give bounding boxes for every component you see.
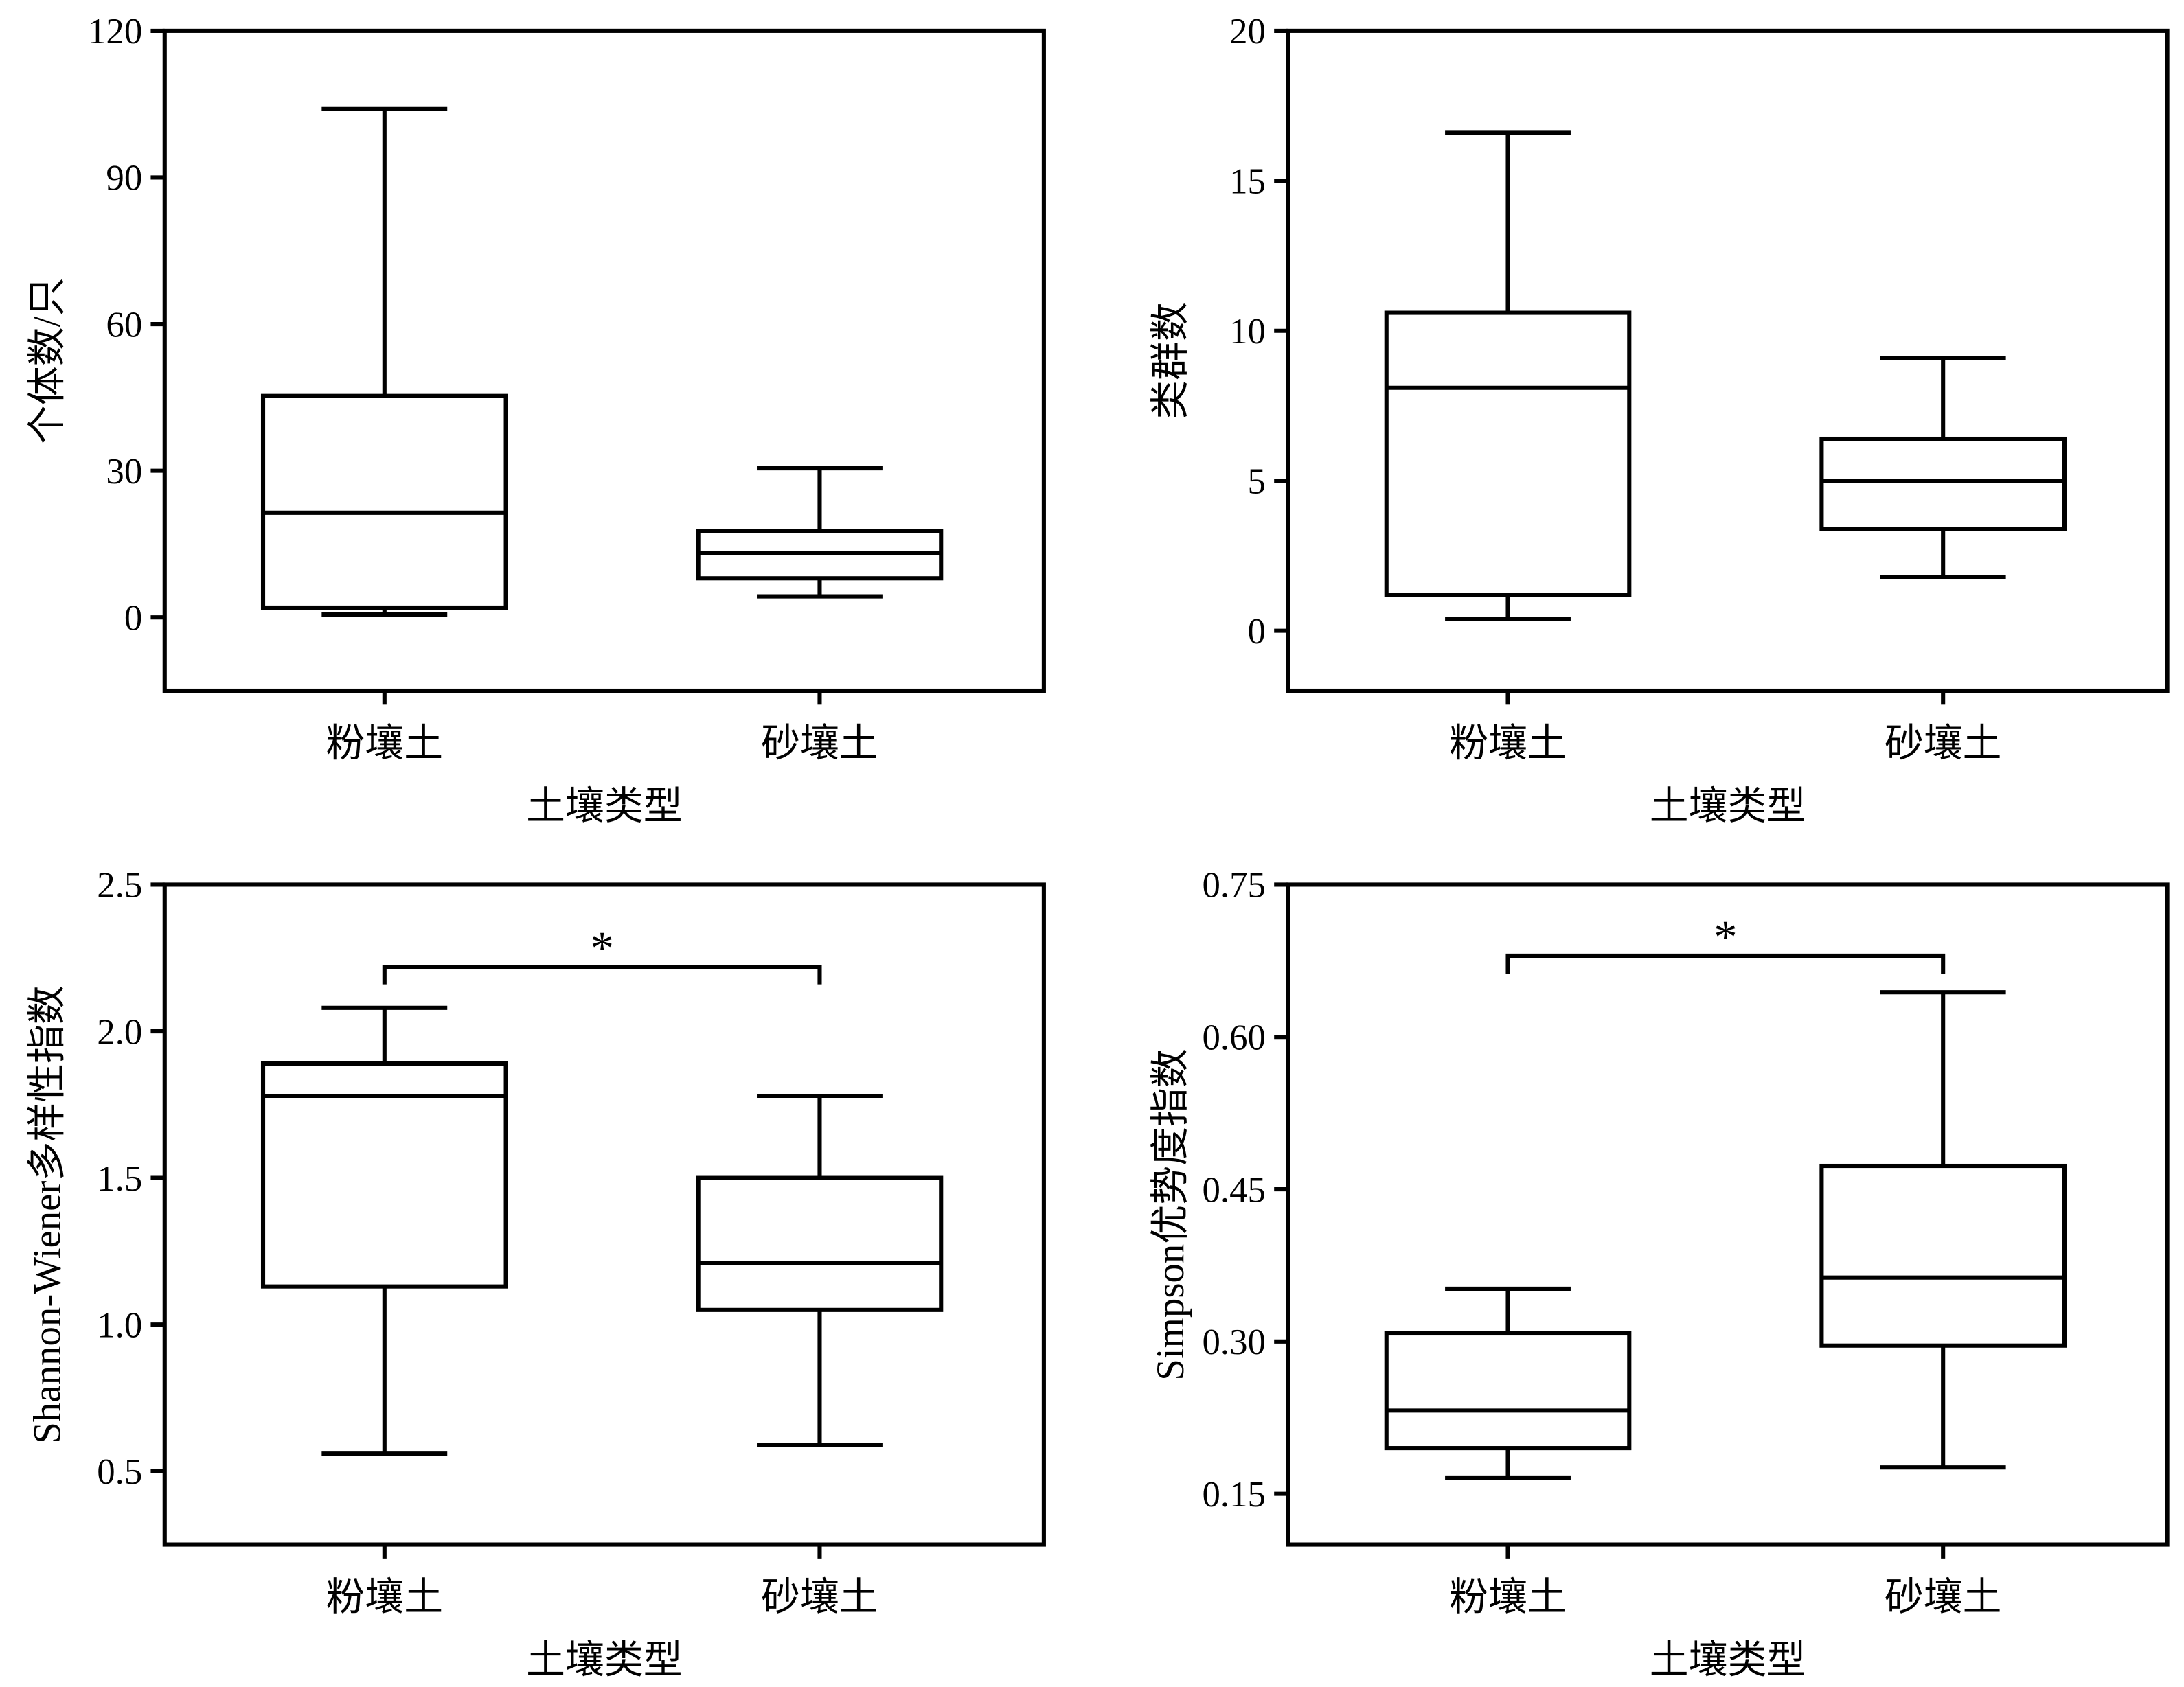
y-tick-label: 120: [88, 12, 142, 51]
iqr-box: [1384, 310, 1632, 597]
significance-bracket: [382, 964, 822, 985]
iqr-box: [260, 393, 508, 610]
x-tick-label: 粉壤土: [326, 1576, 443, 1619]
plot-frame: [162, 882, 1046, 1547]
x-tick-label: 砂壤土: [1885, 1576, 2002, 1619]
y-axis-label: Simpson优势度指数: [1149, 1048, 1192, 1381]
y-tick-label: 0.5: [97, 1452, 142, 1492]
box-2: [1819, 356, 2067, 579]
y-tick-label: 5: [1248, 461, 1266, 501]
iqr-box: [696, 1175, 944, 1312]
y-tick-label: 0.75: [1203, 866, 1266, 906]
box-1: [1384, 130, 1632, 621]
x-tick-label: 粉壤土: [1449, 1576, 1567, 1619]
y-tick-label: 0.30: [1203, 1322, 1266, 1362]
y-tick-label: 30: [106, 452, 142, 492]
significance-star: *: [590, 921, 614, 974]
y-axis-label: Shannon-Wiener多样性指数: [25, 985, 69, 1443]
x-tick-label: 粉壤土: [1449, 722, 1567, 766]
y-tick-label: 20: [1229, 12, 1266, 51]
y-tick-label: 0.60: [1203, 1018, 1266, 1058]
y-tick-label: 1.5: [97, 1159, 142, 1199]
y-tick-label: 2.5: [97, 866, 142, 906]
iqr-box: [1384, 1331, 1632, 1451]
x-axis-label: 土壤类型: [526, 1638, 683, 1682]
plot-frame: [1286, 882, 2170, 1547]
x-axis-label: 土壤类型: [526, 785, 683, 828]
y-tick-label: 90: [106, 159, 142, 198]
y-tick-label: 0.45: [1203, 1170, 1266, 1210]
iqr-box: [260, 1061, 508, 1289]
plot-frame: [1286, 28, 2170, 693]
box-1: [260, 1005, 508, 1456]
y-tick-label: 0.15: [1203, 1475, 1266, 1515]
y-tick-label: 1.0: [97, 1305, 142, 1345]
significance-star: *: [1714, 910, 1738, 963]
y-tick-label: 15: [1229, 162, 1266, 202]
plot-frame: [162, 28, 1046, 693]
iqr-box: [1819, 1163, 2067, 1348]
y-axis-label: 类群数: [1149, 302, 1192, 420]
box-1: [260, 106, 508, 617]
significance-bracket: [1505, 953, 1946, 974]
x-tick-label: 砂壤土: [761, 722, 878, 766]
box-1: [1384, 1286, 1632, 1480]
y-tick-label: 60: [106, 305, 142, 345]
y-axis-label: 个体数/只: [25, 277, 69, 444]
iqr-box: [1819, 436, 2067, 531]
box-2: [1819, 990, 2067, 1470]
x-tick-label: 砂壤土: [761, 1576, 878, 1619]
x-axis-label: 土壤类型: [1650, 1638, 1806, 1682]
box-2: [696, 466, 944, 599]
y-tick-label: 0: [124, 598, 142, 638]
x-tick-label: 粉壤土: [326, 722, 443, 766]
y-tick-label: 2.0: [97, 1012, 142, 1052]
y-tick-label: 10: [1229, 312, 1266, 352]
x-tick-label: 砂壤土: [1885, 722, 2002, 766]
box-2: [696, 1093, 944, 1447]
x-axis-label: 土壤类型: [1650, 785, 1806, 828]
y-tick-label: 0: [1248, 612, 1266, 652]
